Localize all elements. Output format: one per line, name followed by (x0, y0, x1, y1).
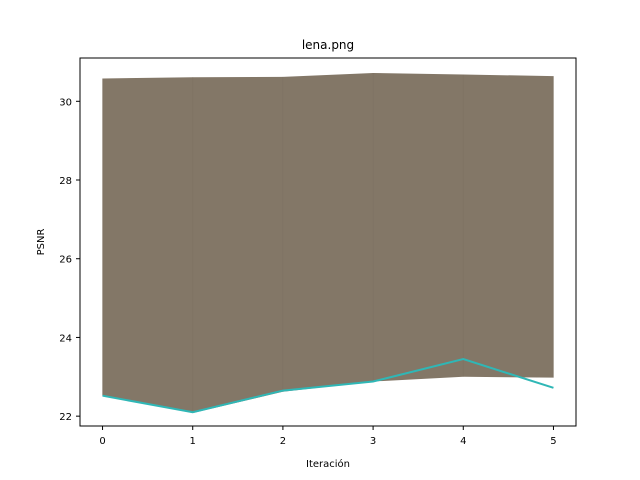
plot-area (102, 72, 554, 414)
y-tick-label: 24 (59, 333, 72, 344)
y-axis-label: PSNR (36, 229, 47, 256)
x-tick-label: 2 (280, 436, 286, 447)
x-tick-label: 0 (99, 436, 105, 447)
axes-frame (79, 57, 577, 427)
y-axis: 22 24 26 28 30 (59, 97, 80, 423)
x-axis: 0 1 2 3 4 5 (99, 426, 557, 447)
y-tick-label: 22 (59, 412, 72, 423)
x-tick-label: 1 (190, 436, 196, 447)
y-tick-label: 28 (59, 176, 72, 187)
y-tick-label: 30 (59, 97, 72, 108)
x-tick-label: 5 (550, 436, 556, 447)
chart-title: lena.png (302, 38, 354, 52)
x-tick-label: 3 (370, 436, 376, 447)
y-tick-label: 26 (59, 255, 72, 266)
series-band (102, 72, 554, 414)
series-line (102, 358, 554, 414)
x-axis-label: Iteración (306, 458, 350, 470)
x-tick-label: 4 (460, 436, 466, 447)
